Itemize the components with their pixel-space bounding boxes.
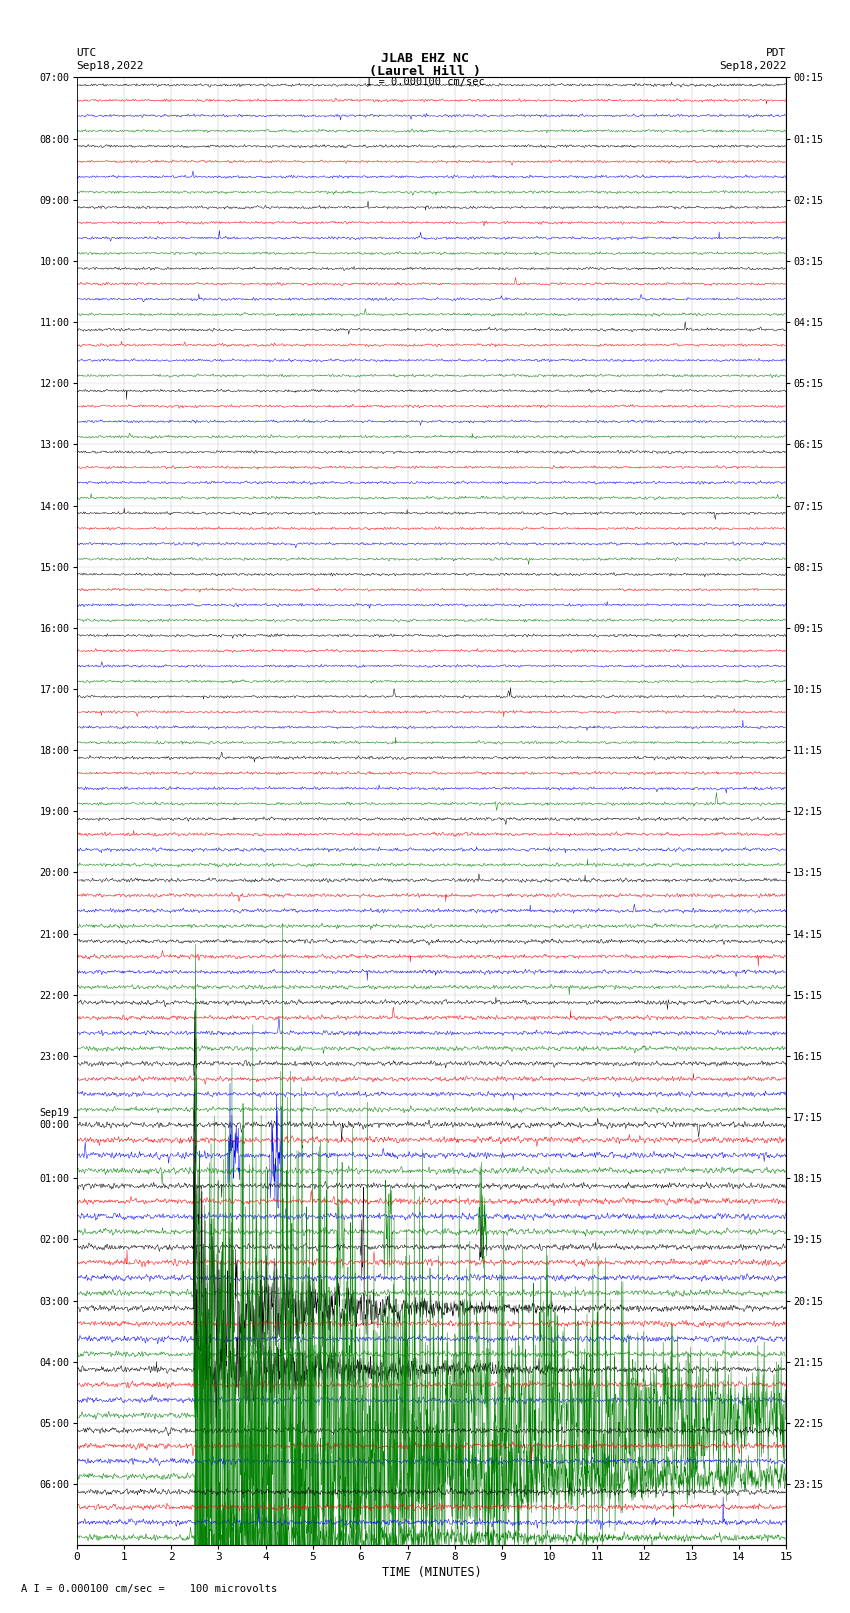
Text: JLAB EHZ NC: JLAB EHZ NC <box>381 52 469 65</box>
Text: UTC: UTC <box>76 48 97 58</box>
Text: I = 0.000100 cm/sec: I = 0.000100 cm/sec <box>366 77 484 87</box>
Text: Sep18,2022: Sep18,2022 <box>719 61 786 71</box>
Text: Sep18,2022: Sep18,2022 <box>76 61 144 71</box>
X-axis label: TIME (MINUTES): TIME (MINUTES) <box>382 1566 481 1579</box>
Text: (Laurel Hill ): (Laurel Hill ) <box>369 65 481 77</box>
Text: A I = 0.000100 cm/sec =    100 microvolts: A I = 0.000100 cm/sec = 100 microvolts <box>21 1584 277 1594</box>
Text: PDT: PDT <box>766 48 786 58</box>
